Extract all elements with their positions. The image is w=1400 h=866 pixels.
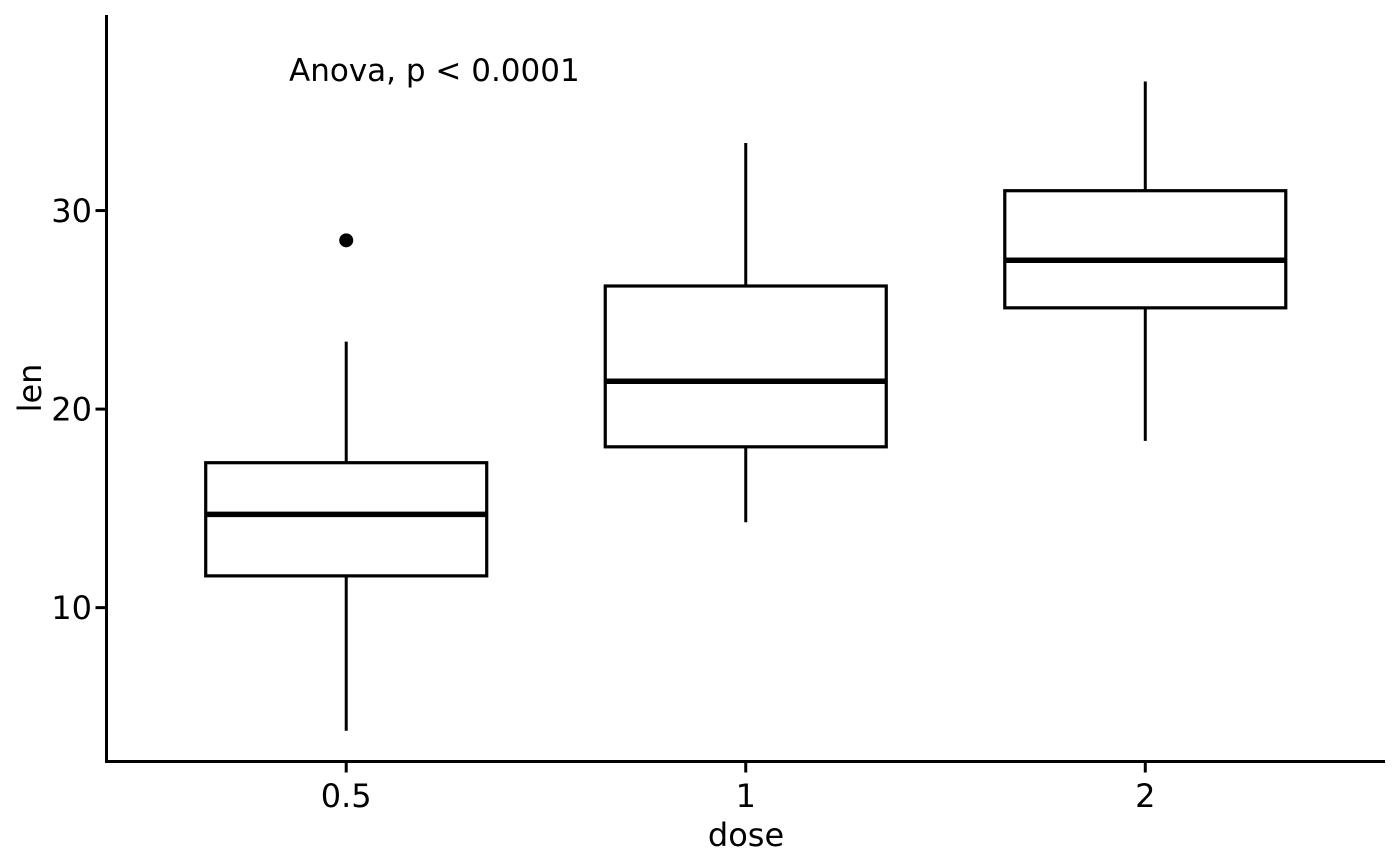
y-tick-label: 20: [51, 391, 92, 429]
x-axis-title: dose: [707, 816, 785, 854]
x-tick-label: 0.5: [321, 777, 372, 815]
x-tick-label: 1: [736, 777, 756, 815]
box: [603, 284, 888, 449]
y-tick-label: 30: [51, 192, 92, 230]
box: [1003, 189, 1288, 310]
outlier-point: [339, 233, 354, 248]
box: [204, 461, 489, 578]
x-tick-label: 2: [1135, 777, 1155, 815]
y-axis-title: len: [11, 363, 49, 413]
y-tick-label: 10: [51, 589, 92, 627]
anova-annotation: Anova, p < 0.0001: [289, 53, 580, 89]
